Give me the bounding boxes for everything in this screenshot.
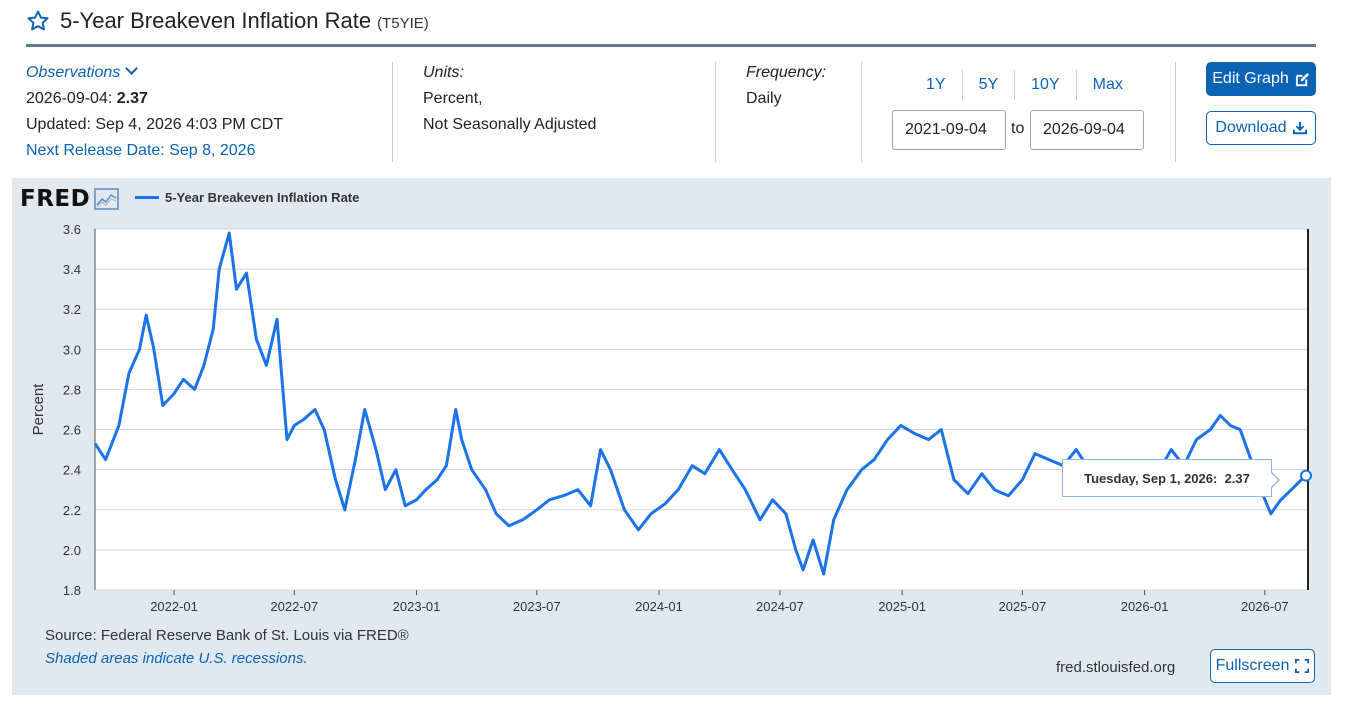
observation-date: 2026-09-04: [26, 90, 113, 107]
recessions-link[interactable]: Shaded areas indicate U.S. recessions. [45, 650, 308, 667]
x-tick-label: 2024-07 [756, 599, 804, 614]
chart-tooltip: Tuesday, Sep 1, 2026: 2.37 [1062, 459, 1280, 497]
source-text: Source: Federal Reserve Bank of St. Loui… [45, 627, 409, 644]
chart-trend-icon [94, 188, 119, 210]
units-line2: Not Seasonally Adjusted [423, 116, 597, 133]
start-date-input[interactable]: 2021-09-04 [892, 110, 1006, 150]
star-icon[interactable] [26, 9, 50, 33]
y-tick-label: 2.4 [63, 463, 81, 478]
edit-icon [1295, 72, 1309, 86]
legend-label: 5-Year Breakeven Inflation Rate [165, 190, 360, 205]
x-tick-label: 2026-07 [1241, 599, 1289, 614]
observations-label: Observations [26, 64, 121, 81]
tooltip-value: 2.37 [1224, 470, 1250, 486]
divider [715, 62, 716, 162]
observations-toggle[interactable]: Observations [26, 60, 283, 86]
x-tick-label: 2022-07 [270, 599, 318, 614]
date-to-label: to [1011, 120, 1025, 137]
download-icon [1292, 121, 1307, 135]
range-10y-button[interactable]: 10Y [1015, 70, 1077, 100]
fred-logo: FRED [20, 186, 120, 212]
units-label: Units: [423, 64, 464, 81]
next-release-link[interactable]: Next Release Date: Sep 8, 2026 [26, 142, 256, 159]
hover-marker [1300, 469, 1313, 482]
observation-value: 2.37 [116, 90, 148, 107]
chart-legend: 5-Year Breakeven Inflation Rate [135, 190, 359, 205]
observations-panel: Observations 2026-09-04: 2.37 Updated: S… [26, 60, 283, 164]
x-tick-label: 2023-01 [393, 599, 441, 614]
graph-panel: FRED 5-Year Breakeven Inflation Rate 1.8… [12, 178, 1331, 695]
divider [861, 62, 862, 162]
x-tick-label: 2022-01 [150, 599, 198, 614]
y-axis-label: Percent [30, 383, 47, 436]
range-5y-button[interactable]: 5Y [963, 70, 1016, 100]
units-panel: Units: Percent, Not Seasonally Adjusted [423, 60, 596, 138]
chevron-down-icon [125, 62, 139, 75]
title-divider [26, 44, 1316, 47]
y-tick-label: 3.0 [63, 342, 81, 357]
end-date-input[interactable]: 2026-09-04 [1030, 110, 1144, 150]
range-1y-button[interactable]: 1Y [910, 70, 963, 100]
line-chart[interactable]: 1.8 2.0 2.2 2.4 2.6 2.8 3.0 3.2 3.4 3.6 2022-01 202… [12, 178, 1331, 618]
fullscreen-button[interactable]: Fullscreen [1210, 649, 1315, 683]
y-tick-label: 3.4 [63, 262, 81, 277]
edit-graph-label: Edit Graph [1212, 70, 1289, 87]
y-tick-label: 2.6 [63, 423, 81, 438]
divider [1175, 62, 1176, 162]
x-tick-label: 2024-01 [635, 599, 683, 614]
frequency-value: Daily [746, 90, 782, 107]
frequency-label: Frequency: [746, 64, 827, 81]
y-tick-label: 2.2 [63, 503, 81, 518]
site-link[interactable]: fred.stlouisfed.org [1056, 659, 1176, 676]
edit-graph-button[interactable]: Edit Graph [1206, 62, 1316, 96]
y-tick-label: 3.2 [63, 302, 81, 317]
tooltip-date: Tuesday, Sep 1, 2026: [1084, 470, 1218, 486]
fred-logo-text: FRED [20, 186, 91, 212]
y-tick-label: 2.8 [63, 382, 81, 397]
x-tick-label: 2023-07 [513, 599, 561, 614]
updated-text: Updated: Sep 4, 2026 4:03 PM CDT [26, 116, 284, 133]
divider [392, 62, 393, 162]
range-max-button[interactable]: Max [1092, 76, 1123, 93]
title-bar: 5-Year Breakeven Inflation Rate (T5YIE) [26, 6, 429, 36]
tooltip-pointer-fill [1271, 473, 1278, 487]
download-button[interactable]: Download [1206, 111, 1316, 145]
fullscreen-icon [1295, 659, 1310, 673]
y-tick-label: 1.8 [63, 583, 81, 598]
y-tick-label: 3.6 [63, 222, 81, 237]
x-tick-label: 2025-07 [998, 599, 1046, 614]
latest-observation: 2026-09-04: 2.37 [26, 86, 283, 112]
x-tick-label: 2026-01 [1121, 599, 1169, 614]
legend-swatch [135, 196, 159, 199]
fullscreen-label: Fullscreen [1215, 657, 1290, 674]
x-tick-label: 2025-01 [878, 599, 926, 614]
frequency-panel: Frequency: Daily [746, 60, 826, 112]
range-buttons: 1Y 5Y 10Y Max [910, 70, 1139, 100]
y-tick-label: 2.0 [63, 543, 81, 558]
download-label: Download [1215, 119, 1287, 136]
plot-area [95, 229, 1308, 590]
page-title: 5-Year Breakeven Inflation Rate [60, 8, 372, 33]
units-line1: Percent, [423, 90, 483, 107]
series-code: (T5YIE) [377, 14, 429, 32]
